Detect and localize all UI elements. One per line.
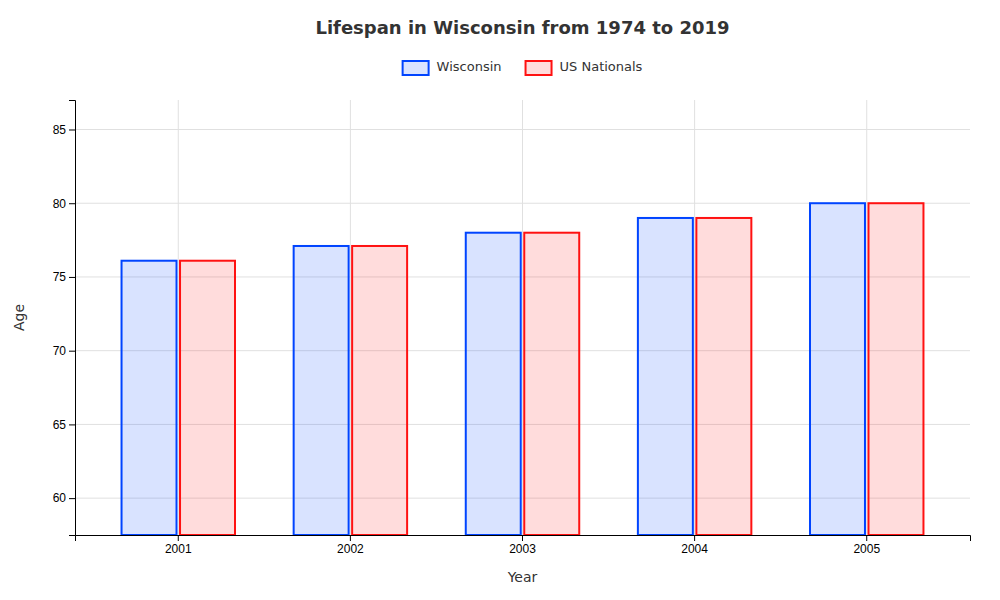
plot: 2001 2002 2003 2004 2005 60 65 70 75 80 85 — [53, 100, 971, 556]
tick-mark — [350, 535, 351, 541]
title: Lifespan in Wisconsin from 1974 to 2019 — [315, 17, 729, 38]
tick: 80 — [53, 197, 75, 211]
tick-mark — [69, 498, 75, 499]
legend-swatch — [526, 61, 552, 75]
tick-label: 2003 — [509, 542, 536, 556]
bar — [180, 261, 235, 535]
tick-mark — [178, 535, 179, 541]
bar — [696, 218, 751, 535]
x-axis-title: Year — [507, 569, 538, 585]
tick: 2001 — [165, 535, 192, 556]
bar — [294, 246, 349, 535]
tick-mark — [69, 424, 75, 425]
legend-label: US Nationals — [560, 59, 643, 74]
tick: 70 — [53, 344, 75, 358]
bar — [638, 218, 693, 535]
y-axis-title: Age — [11, 304, 27, 331]
tick-mark — [69, 351, 75, 352]
axis-line — [69, 101, 76, 536]
tick: 2005 — [853, 535, 880, 556]
chart: 2001 2002 2003 2004 2005 60 65 70 75 80 85 Year Age L… — [0, 0, 1000, 600]
tick-label: 70 — [53, 344, 67, 358]
y-axis: 60 65 70 75 80 85 — [53, 101, 76, 536]
tick-mark — [69, 203, 75, 204]
tick: 65 — [53, 418, 75, 432]
grid — [75, 100, 970, 535]
x-axis: 2001 2002 2003 2004 2005 — [76, 535, 971, 556]
tick-label: 2001 — [165, 542, 192, 556]
tick-mark — [522, 535, 523, 541]
series — [180, 203, 923, 535]
axis-line — [76, 536, 971, 542]
bar — [352, 246, 407, 535]
tick: 75 — [53, 270, 75, 284]
bars — [122, 203, 924, 535]
tick-label: 2002 — [337, 542, 364, 556]
bar — [524, 233, 579, 535]
tick-label: 2005 — [853, 542, 880, 556]
tick-label: 60 — [53, 491, 67, 505]
tick: 2003 — [509, 535, 536, 556]
tick-label: 80 — [53, 197, 67, 211]
tick: 2004 — [681, 535, 708, 556]
tick-label: 65 — [53, 418, 67, 432]
tick-mark — [69, 277, 75, 278]
grid-line — [350, 100, 351, 535]
bar — [868, 203, 923, 535]
grid-line — [866, 100, 867, 535]
series — [122, 203, 865, 535]
grid-line — [522, 100, 523, 535]
bar — [122, 261, 177, 535]
legend-label: Wisconsin — [437, 59, 502, 74]
tick-mark — [69, 129, 75, 130]
grid-line — [694, 100, 695, 535]
tick: 60 — [53, 491, 75, 505]
bar — [466, 233, 521, 535]
legend: Wisconsin US Nationals — [403, 59, 643, 75]
tick: 85 — [53, 123, 75, 137]
tick-mark — [866, 535, 867, 541]
legend-swatch — [403, 61, 429, 75]
legend-item: Wisconsin — [403, 59, 502, 75]
legend-item: US Nationals — [526, 59, 643, 75]
grid-line — [178, 100, 179, 535]
tick-label: 85 — [53, 123, 67, 137]
tick-mark — [694, 535, 695, 541]
bar — [810, 203, 865, 535]
tick: 2002 — [337, 535, 364, 556]
tick-label: 2004 — [681, 542, 708, 556]
tick-label: 75 — [53, 270, 67, 284]
